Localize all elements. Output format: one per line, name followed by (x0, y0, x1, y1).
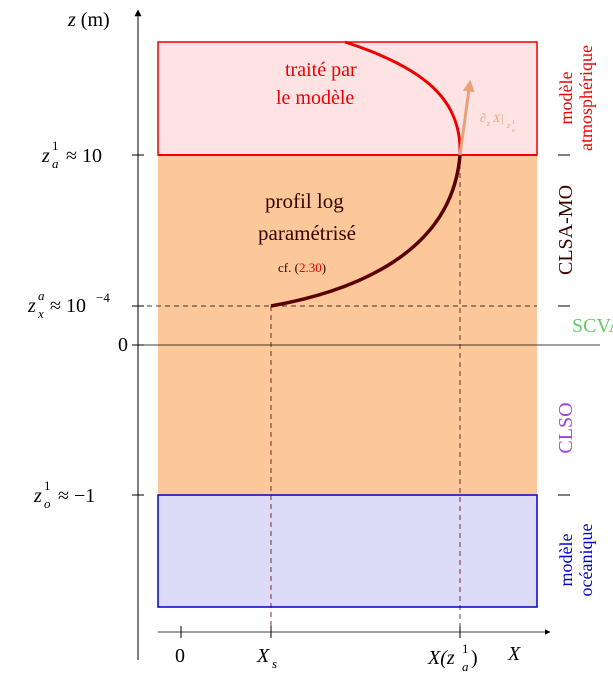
gradient-label: ∂z X|z 1 a (480, 111, 515, 134)
z-tick-label: 0 (118, 334, 128, 356)
side-label: océanique (576, 524, 596, 597)
ticks (132, 154, 570, 638)
x-tick-label: X(z 1 a) (427, 641, 478, 674)
note: profil log (265, 189, 344, 213)
z-axis-label: z (m) (67, 9, 110, 31)
surface-region (158, 155, 537, 495)
side-label: CLSA-MO (555, 185, 577, 275)
x-tick-label: 0 (175, 645, 185, 667)
x-axis-label: X (507, 643, 521, 665)
note: traité par (285, 59, 357, 81)
note: le modèle (276, 87, 354, 109)
side-label: modèle (556, 534, 576, 587)
gradient-arrow (458, 79, 475, 156)
side-label: atmosphérique (576, 45, 596, 151)
z-tick-label: z 1 a ≈ 10 (41, 138, 102, 171)
z-tick-label: z 1 o ≈ −1 (33, 478, 95, 511)
z-tick-label: z a x ≈ 10 −4 (27, 288, 110, 321)
atmos-region (157, 41, 538, 156)
side-label: CLSO (555, 402, 577, 453)
note: paramétrisé (258, 221, 356, 245)
reference: cf. (2.30) (278, 260, 326, 275)
model-profile (344, 40, 462, 156)
ocean-region (157, 494, 538, 608)
side-label: modèle océanique (556, 524, 596, 597)
side-label: modèle atmosphérique (556, 45, 596, 151)
log-profile (270, 154, 462, 308)
side-label: modèle (556, 72, 576, 125)
side-label: SCVA (572, 315, 613, 337)
